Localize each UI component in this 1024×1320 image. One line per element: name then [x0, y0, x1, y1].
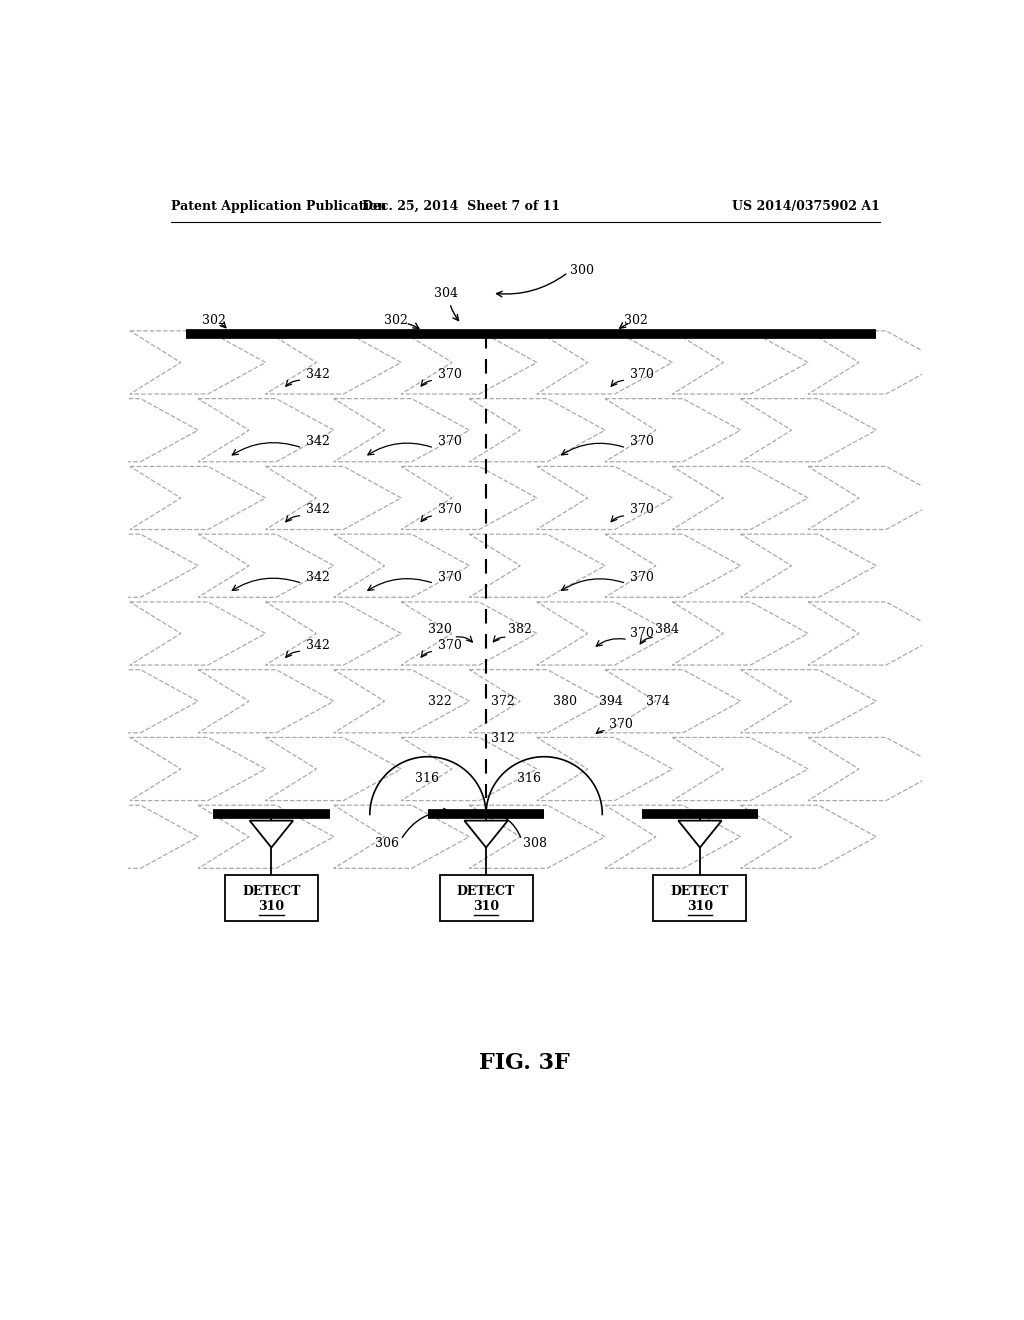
Text: 302: 302	[624, 314, 648, 326]
Polygon shape	[401, 466, 537, 529]
Text: 370: 370	[438, 570, 462, 583]
Text: 310: 310	[258, 900, 285, 913]
Polygon shape	[537, 466, 673, 529]
Text: 342: 342	[306, 570, 330, 583]
Text: 370: 370	[438, 503, 462, 516]
Text: 342: 342	[306, 436, 330, 449]
Polygon shape	[265, 738, 401, 800]
Polygon shape	[130, 331, 265, 395]
Text: 370: 370	[630, 367, 654, 380]
Text: DETECT: DETECT	[457, 884, 515, 898]
Polygon shape	[673, 331, 808, 395]
Polygon shape	[469, 399, 605, 462]
Polygon shape	[605, 669, 740, 733]
Text: 316: 316	[415, 772, 438, 785]
Polygon shape	[808, 331, 944, 395]
Text: 302: 302	[202, 314, 225, 326]
Polygon shape	[740, 399, 877, 462]
Polygon shape	[401, 738, 537, 800]
Polygon shape	[740, 805, 877, 869]
Text: 310: 310	[687, 900, 713, 913]
Polygon shape	[469, 535, 605, 597]
Polygon shape	[334, 399, 469, 462]
Polygon shape	[673, 466, 808, 529]
Polygon shape	[605, 399, 740, 462]
Polygon shape	[464, 821, 508, 847]
Polygon shape	[808, 738, 944, 800]
Polygon shape	[537, 331, 673, 395]
Polygon shape	[62, 535, 198, 597]
Text: 370: 370	[438, 639, 462, 652]
Polygon shape	[250, 821, 293, 847]
Text: 370: 370	[438, 367, 462, 380]
Polygon shape	[265, 466, 401, 529]
Polygon shape	[62, 805, 198, 869]
Polygon shape	[537, 602, 673, 665]
Polygon shape	[130, 466, 265, 529]
Text: 382: 382	[508, 623, 531, 636]
Polygon shape	[673, 738, 808, 800]
Text: 304: 304	[434, 286, 458, 300]
Text: 380: 380	[553, 694, 577, 708]
Polygon shape	[740, 669, 877, 733]
Text: 384: 384	[655, 623, 679, 636]
Polygon shape	[605, 805, 740, 869]
Polygon shape	[678, 821, 722, 847]
Text: 300: 300	[569, 264, 594, 277]
Text: Dec. 25, 2014  Sheet 7 of 11: Dec. 25, 2014 Sheet 7 of 11	[362, 199, 560, 213]
Text: 342: 342	[306, 367, 330, 380]
Polygon shape	[808, 466, 944, 529]
Polygon shape	[198, 805, 334, 869]
Polygon shape	[808, 602, 944, 665]
Polygon shape	[469, 805, 605, 869]
Polygon shape	[62, 669, 198, 733]
Text: DETECT: DETECT	[671, 884, 729, 898]
Text: 342: 342	[306, 639, 330, 652]
Polygon shape	[605, 535, 740, 597]
Polygon shape	[401, 602, 537, 665]
Polygon shape	[673, 602, 808, 665]
Text: 310: 310	[473, 900, 499, 913]
Text: 372: 372	[490, 694, 514, 708]
FancyBboxPatch shape	[653, 874, 746, 921]
Text: 370: 370	[630, 570, 654, 583]
Text: 302: 302	[384, 314, 408, 326]
Text: 394: 394	[599, 694, 623, 708]
Polygon shape	[198, 535, 334, 597]
Polygon shape	[265, 331, 401, 395]
Text: 370: 370	[630, 436, 654, 449]
Polygon shape	[198, 669, 334, 733]
Text: DETECT: DETECT	[243, 884, 301, 898]
Polygon shape	[334, 669, 469, 733]
Text: 374: 374	[646, 694, 670, 708]
Text: 370: 370	[630, 503, 654, 516]
Text: 316: 316	[517, 772, 541, 785]
Polygon shape	[130, 602, 265, 665]
Text: FIG. 3F: FIG. 3F	[479, 1052, 570, 1074]
Text: Patent Application Publication: Patent Application Publication	[171, 199, 386, 213]
Text: 370: 370	[608, 718, 633, 731]
Polygon shape	[401, 331, 537, 395]
Polygon shape	[740, 535, 877, 597]
Polygon shape	[334, 535, 469, 597]
Text: 312: 312	[490, 731, 515, 744]
Polygon shape	[334, 805, 469, 869]
FancyBboxPatch shape	[225, 874, 317, 921]
Polygon shape	[469, 669, 605, 733]
Polygon shape	[537, 738, 673, 800]
Text: 322: 322	[428, 694, 452, 708]
Text: 342: 342	[306, 503, 330, 516]
FancyBboxPatch shape	[439, 874, 532, 921]
Text: 320: 320	[428, 623, 452, 636]
Text: 370: 370	[630, 627, 654, 640]
Text: 306: 306	[375, 837, 399, 850]
Polygon shape	[198, 399, 334, 462]
Polygon shape	[265, 602, 401, 665]
Polygon shape	[130, 738, 265, 800]
Text: 308: 308	[523, 837, 547, 850]
Polygon shape	[62, 399, 198, 462]
Text: 370: 370	[438, 436, 462, 449]
Text: US 2014/0375902 A1: US 2014/0375902 A1	[732, 199, 880, 213]
